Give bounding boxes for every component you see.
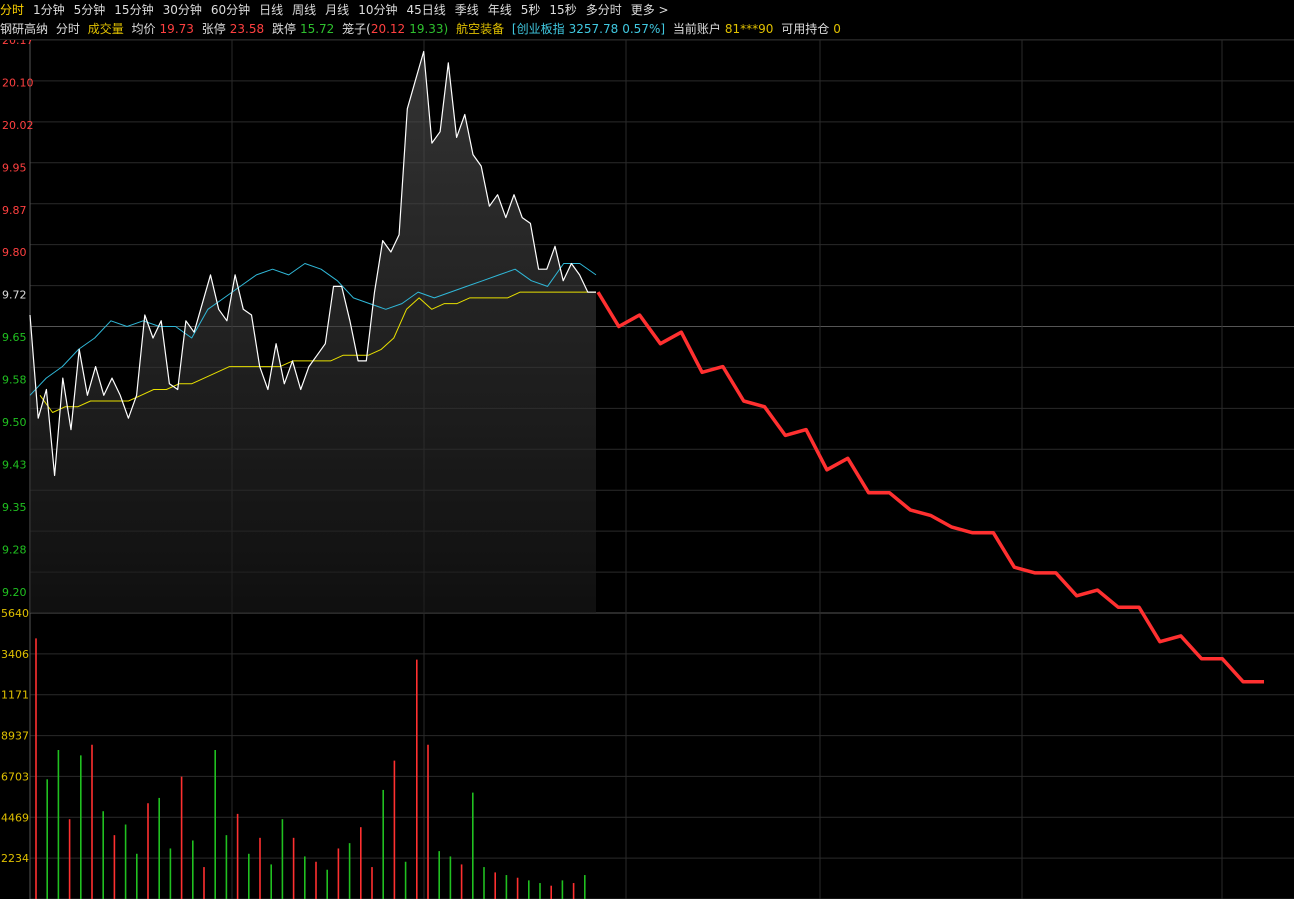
avg-price-line <box>39 291 596 413</box>
price-tick: 9.95 <box>2 161 27 174</box>
price-tick: 9.43 <box>2 458 27 471</box>
account-label: 当前账户 <box>672 22 721 36</box>
price-tick: 9.50 <box>2 416 27 429</box>
limit-up-label: 张停 <box>201 22 226 36</box>
tab-10[interactable]: 45日线 <box>406 3 446 17</box>
forecast-line <box>596 291 1264 684</box>
volume-tick: 8937 <box>1 730 29 743</box>
price-tick: 9.28 <box>2 543 27 556</box>
tab-6[interactable]: 日线 <box>259 3 284 17</box>
volume-label[interactable]: 成交量 <box>87 22 124 36</box>
volume-tick: 6703 <box>1 770 29 783</box>
volume-tick: 1171 <box>1 689 29 702</box>
tab-0[interactable]: 分时 <box>0 3 25 17</box>
tab-8[interactable]: 月线 <box>325 3 350 17</box>
price-axis-labels: 20.1720.1020.029.959.879.809.729.659.589… <box>2 34 34 599</box>
tab-11[interactable]: 季线 <box>454 3 479 17</box>
price-area <box>30 51 596 613</box>
stock-name: 钢研高纳 <box>0 22 49 36</box>
cage-high: 20.12 <box>370 22 406 36</box>
price-tick: 9.80 <box>2 246 27 259</box>
volume-axis-labels: 5640 3406 1171 8937 6703 4469 2234 <box>1 607 29 865</box>
limit-down-label: 跌停 <box>271 22 296 36</box>
tab-13[interactable]: 5秒 <box>520 3 541 17</box>
cage-label: 笼子( <box>342 22 371 36</box>
tab-16[interactable]: 更多 > <box>630 3 669 17</box>
avg-value: 19.73 <box>159 22 194 36</box>
index-value: 3257.78 <box>568 22 619 36</box>
sector-link[interactable]: 航空装备 <box>456 22 505 36</box>
price-tick: 20.10 <box>2 76 34 89</box>
price-tick: 20.02 <box>2 119 34 132</box>
stock-info-bar: 钢研高纳 分时 成交量 均价 19.73 张停 23.58 跌停 15.72 笼子(2… <box>0 20 1294 40</box>
index-line <box>29 263 597 396</box>
chart-lines <box>29 50 1264 684</box>
tab-3[interactable]: 15分钟 <box>114 3 154 17</box>
price-tick: 9.87 <box>2 204 27 217</box>
price-area-fill <box>30 51 596 613</box>
limit-up-value: 23.58 <box>229 22 265 36</box>
tab-4[interactable]: 30分钟 <box>162 3 202 17</box>
cage-low: 19.33) <box>409 22 449 36</box>
tab-9[interactable]: 10分钟 <box>358 3 398 17</box>
position-value: 0 <box>833 22 841 36</box>
mode-label: 分时 <box>55 22 80 36</box>
volume-bars <box>35 638 586 899</box>
price-tick: 9.58 <box>2 374 27 387</box>
avg-label: 均价 <box>131 22 156 36</box>
price-tick: 9.35 <box>2 501 27 514</box>
volume-tick: 2234 <box>1 852 29 865</box>
volume-tick: 4469 <box>1 811 29 824</box>
period-tab-bar: 分时 1分钟 5分钟 15分钟 30分钟 60分钟 日线 周线 月线 10分钟 45日线 季线 年线 5秒… <box>0 0 1294 20</box>
limit-down-value: 15.72 <box>299 22 335 36</box>
price-tick: 9.20 <box>2 586 27 599</box>
volume-tick: 3406 <box>1 648 29 661</box>
tab-7[interactable]: 周线 <box>292 3 317 17</box>
tab-2[interactable]: 5分钟 <box>73 3 106 17</box>
index-pct: 0.57%] <box>622 22 666 36</box>
tab-5[interactable]: 60分钟 <box>210 3 251 17</box>
index-name[interactable]: [创业板指 <box>511 22 565 36</box>
volume-tick: 5640 <box>1 607 29 620</box>
price-tick: 9.72 <box>2 289 27 302</box>
price-line <box>29 50 596 477</box>
tab-12[interactable]: 年线 <box>487 3 512 17</box>
price-tick: 9.65 <box>2 331 27 344</box>
account-id: 81***90 <box>724 22 774 36</box>
tab-1[interactable]: 1分钟 <box>33 3 65 17</box>
position-label: 可用持仓 <box>781 22 830 36</box>
tab-15[interactable]: 多分时 <box>585 3 622 17</box>
tab-14[interactable]: 15秒 <box>549 3 577 17</box>
